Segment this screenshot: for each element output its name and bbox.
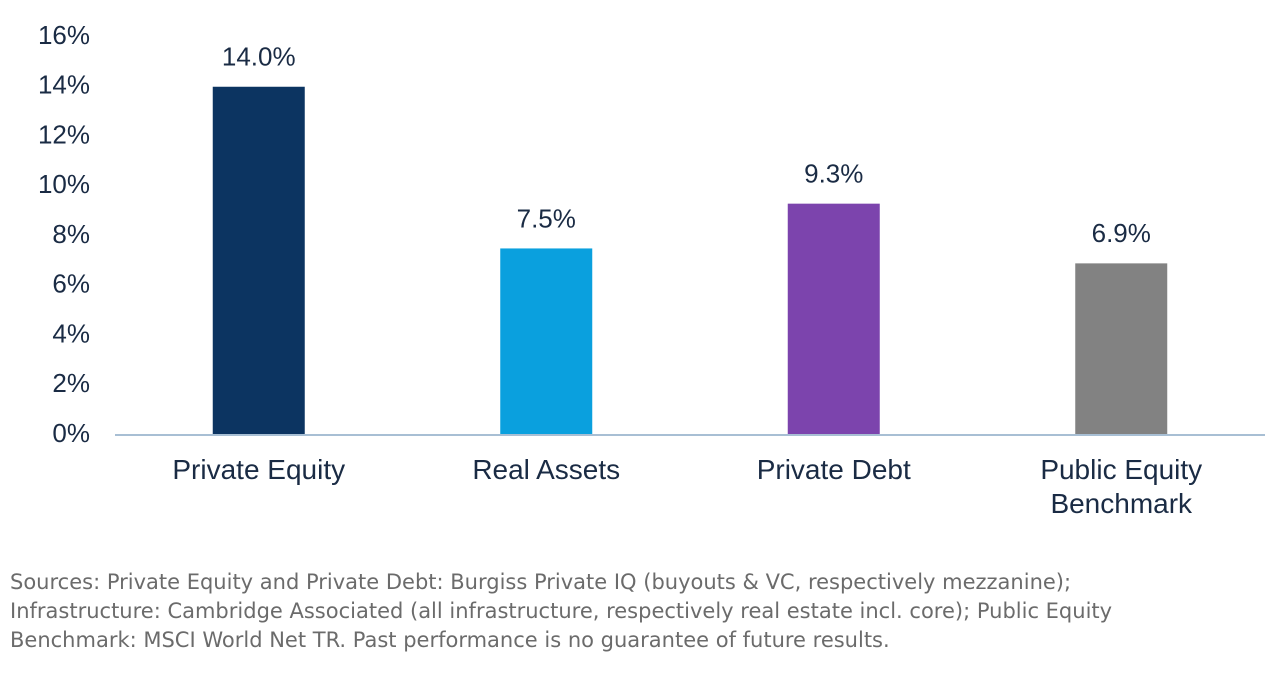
y-tick-label: 6% (52, 269, 90, 299)
y-tick-label: 0% (52, 418, 90, 448)
y-tick-label: 10% (38, 169, 90, 199)
y-tick-label: 2% (52, 368, 90, 398)
source-note: Sources: Private Equity and Private Debt… (10, 570, 1113, 652)
bar (212, 86, 305, 435)
x-tick-label: Public Equity Benchmark (1040, 454, 1203, 519)
y-tick-label: 8% (52, 219, 90, 249)
y-tick-label: 16% (38, 20, 90, 50)
y-tick-label: 4% (52, 318, 90, 348)
x-tick-label: Real Assets (472, 454, 621, 485)
x-tick-label: Private Debt (756, 454, 911, 485)
value-label: 6.9% (1092, 218, 1151, 248)
bar (500, 248, 593, 435)
bar (787, 203, 880, 435)
value-label: 7.5% (517, 203, 576, 233)
y-tick-label: 12% (38, 119, 90, 149)
value-label: 9.3% (804, 159, 863, 189)
y-tick-label: 14% (38, 70, 90, 100)
bar (1075, 263, 1168, 435)
value-label: 14.0% (222, 42, 296, 72)
x-tick-label: Private Equity (172, 454, 346, 485)
